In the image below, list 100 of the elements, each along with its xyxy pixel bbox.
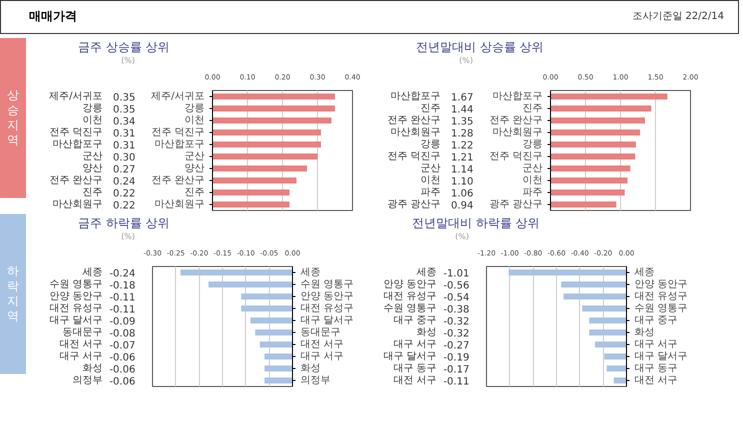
data-label: -0.11 [109,304,136,316]
data-label: 0.22 [113,200,136,212]
y-tick-label: 대전 서구 [300,339,344,350]
data-label: -0.27 [443,340,470,352]
category-label: 파주 [420,187,440,198]
data-label: 0.27 [113,164,136,176]
data-label: -0.19 [443,352,470,364]
y-tick-label: 수원 영통구 [634,303,688,314]
y-tick-label: 마산합포구 [154,139,204,150]
y-tick-label: 전주 완산구 [489,115,543,126]
y-tick-label: 전주 완산구 [151,175,205,186]
data-label: -0.38 [443,304,470,316]
data-label: -0.11 [109,292,136,304]
data-label: -0.11 [443,376,470,388]
bar [212,166,307,172]
category-label: 대구 서구 [59,351,102,362]
category-label: 양산 [82,163,102,174]
category-label: 대전 서구 [59,339,102,350]
text: (%) [458,56,473,66]
data-label: 1.44 [451,104,474,116]
chart-title: 금주 하락률 상위 [77,215,170,232]
category-label: 화성 [416,327,436,338]
category-label: 의정부 [72,375,102,386]
y-tick-label: 동대문구 [300,327,340,338]
data-label: -0.17 [443,364,470,376]
y-tick-label: 진주 [184,187,204,198]
y-tick-label: 강릉 [522,139,542,150]
y-tick-label: 안양 동안구 [300,291,354,302]
data-label: 0.31 [113,128,136,140]
bar [212,94,335,100]
category-label: 동대문구 [62,327,102,338]
text: (%) [120,56,135,66]
text: 조사기준일 22/2/14 [632,10,724,24]
category-label: 군산 [420,163,440,174]
data-label: 0.94 [451,200,474,212]
category-label: 안양 동안구 [383,279,436,290]
category-label: 세종 [416,267,436,278]
y-tick-label: 제주/서귀포 [151,91,205,102]
y-tick-label: 대구 서구 [300,351,344,362]
y-tick-label: 양산 [184,163,204,174]
data-label: 0.30 [113,152,136,164]
text: (%) [454,232,469,242]
category-label: 대전 서구 [393,375,436,386]
chart-title: 전년말대비 하락률 상위 [411,215,540,232]
bar [550,190,625,196]
data-label: -0.07 [109,340,136,352]
y-tick-label: 진주 [522,103,542,114]
data-label: -0.54 [443,292,470,304]
text: 매매가격 [29,8,77,26]
bar [550,118,645,124]
data-label: -0.56 [443,280,470,292]
text: (%) [120,232,135,242]
data-label: -0.06 [109,352,136,364]
category-label: 대전 유성구 [383,291,436,302]
category-label: 강릉 [420,139,440,150]
data-label: 1.14 [451,164,474,176]
bar [212,106,335,112]
data-label: -0.08 [109,328,136,340]
category-label: 광주 광산구 [387,199,440,210]
y-tick-label: 세종 [300,267,320,278]
category-label: 세종 [82,267,102,278]
y-tick-label: 대구 달서구 [634,351,688,362]
y-tick-label: 대구 서구 [634,339,678,350]
category-label: 전주 완산구 [49,175,102,186]
chart-title: 전년말대비 상승률 상위 [415,39,544,56]
category-label: 마산합포구 [52,139,102,150]
y-tick-label: 마산회원구 [492,127,542,138]
category-label: 대구 달서구 [49,315,102,326]
bar [212,178,296,184]
category-label: 전주 덕진구 [387,151,440,162]
category-label: 대전 유성구 [49,303,102,314]
data-label: -0.09 [109,316,136,328]
category-label: 강릉 [82,103,102,114]
category-label: 이천 [82,115,102,126]
y-tick-label: 세종 [634,267,654,278]
y-tick-label: 파주 [522,187,542,198]
bar [212,202,290,208]
data-label: 1.10 [451,176,474,188]
category-label: 전주 완산구 [387,115,440,126]
bar [550,106,652,112]
bar [212,118,332,124]
category-label: 수원 영통구 [383,303,436,314]
data-label: 0.35 [113,104,136,116]
y-tick-label: 전주 덕진구 [489,151,543,162]
y-tick-label: 광주 광산구 [489,199,543,210]
category-label: 수원 영통구 [49,279,102,290]
category-label: 이천 [420,175,440,186]
y-tick-label: 수원 영통구 [300,279,354,290]
y-tick-label: 군산 [522,163,542,174]
category-label: 전주 덕진구 [49,127,102,138]
category-label: 대구 서구 [393,339,436,350]
category-label: 마산합포구 [390,91,440,102]
data-label: 0.22 [113,188,136,200]
bar [550,130,640,136]
y-tick-label: 이천 [522,175,542,186]
bar [550,178,628,184]
data-label: 1.22 [451,140,474,152]
data-label: 1.28 [451,128,474,140]
bar [550,94,668,100]
category-label: 대구 달서구 [383,351,436,362]
